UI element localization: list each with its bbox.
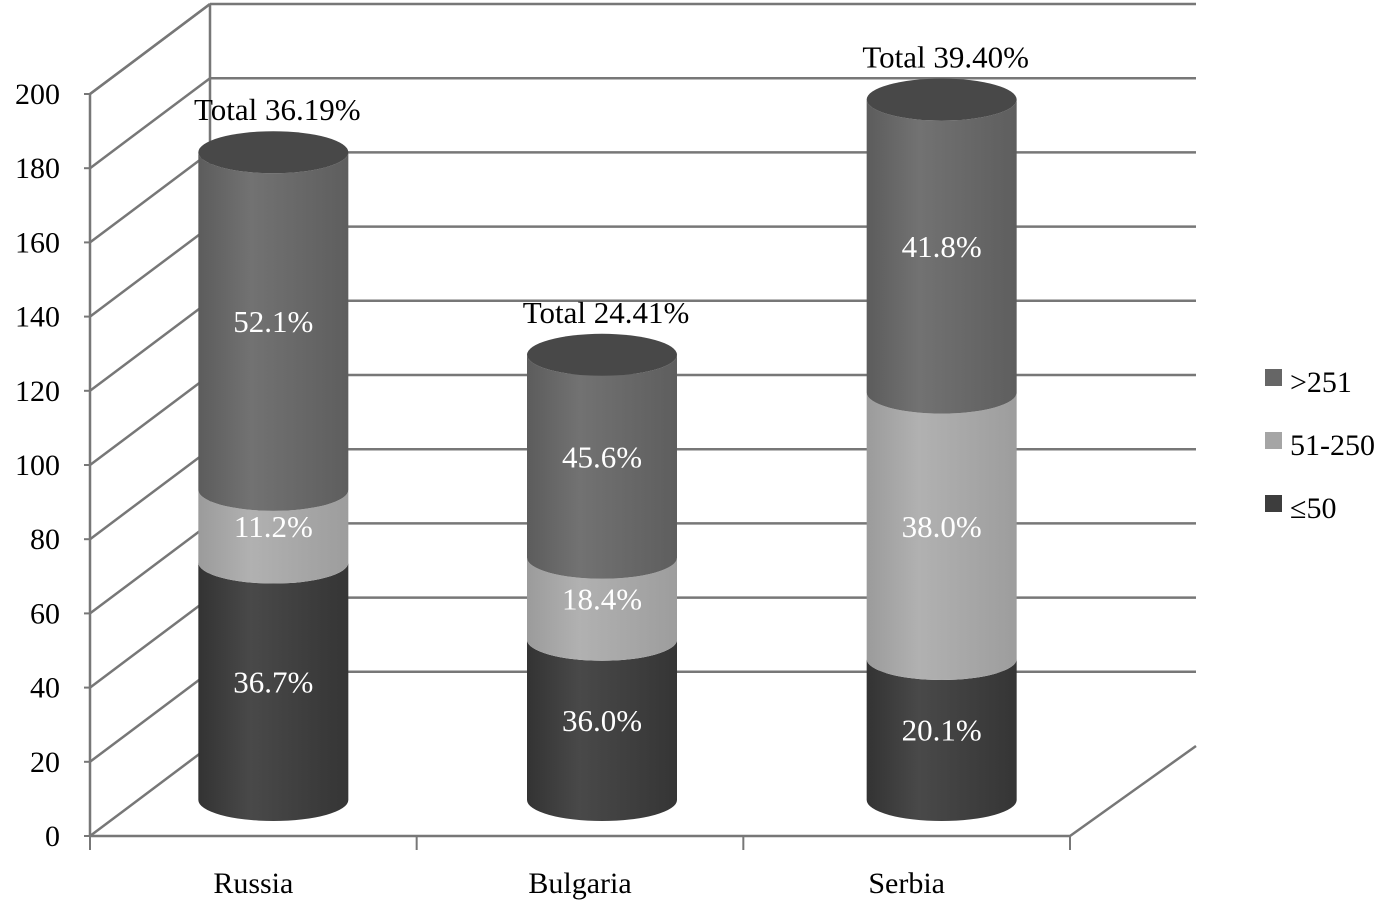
bar-segment: [198, 489, 349, 584]
y-tick-label: 80: [30, 523, 60, 556]
y-tick-label: 160: [15, 226, 60, 259]
bars: 36.7% 11.2% 52.1% Total 36.19% 36.0% 18.4% 45.…: [194, 40, 1029, 821]
bar-segment: [198, 562, 349, 821]
bar-top-cap: [198, 131, 349, 174]
category-label: Russia: [213, 867, 293, 900]
bar-bulgaria: 36.0% 18.4% 45.6% Total 24.41%: [523, 295, 690, 821]
side-gridline: [89, 299, 211, 392]
segment-label: 52.1%: [233, 304, 313, 339]
y-tick-label: 120: [15, 375, 60, 408]
side-gridline: [89, 522, 211, 615]
category-label: Serbia: [868, 867, 945, 900]
legend-label: ≤50: [1290, 492, 1336, 525]
legend-item: ≤50: [1265, 492, 1336, 525]
bar-segment: [866, 392, 1017, 681]
side-gridline: [89, 225, 211, 318]
y-tick-label: 100: [15, 449, 60, 482]
y-tick-label: 180: [15, 152, 60, 185]
segment-label: 20.1%: [902, 713, 982, 748]
legend-item: >251: [1265, 366, 1352, 399]
segment-label: 41.8%: [902, 229, 982, 264]
y-tick-label: 40: [30, 672, 60, 705]
segment-label: 11.2%: [234, 509, 313, 544]
total-label: Total 39.40%: [862, 40, 1029, 75]
x-axis-categories: Russia Bulgaria Serbia: [89, 836, 1071, 900]
legend-swatch: [1265, 432, 1282, 449]
side-gridline: [89, 151, 211, 244]
side-gridline: [89, 448, 211, 541]
total-label: Total 24.41%: [523, 295, 690, 330]
bar-segment: [866, 99, 1017, 414]
y-tick-label: 20: [30, 746, 60, 779]
legend-label: 51-250: [1290, 429, 1375, 462]
bar-segment: [527, 354, 677, 579]
side-gridline: [89, 374, 211, 466]
legend: >251 51-250 ≤50: [1265, 366, 1375, 525]
bar-top-cap: [866, 78, 1017, 121]
segment-label: 36.0%: [562, 703, 642, 738]
segment-label: 38.0%: [902, 509, 982, 544]
bar-russia: 36.7% 11.2% 52.1% Total 36.19%: [194, 92, 361, 821]
segment-label: 18.4%: [562, 582, 642, 617]
y-tick-label: 200: [15, 78, 60, 111]
bar-top-cap: [527, 333, 677, 376]
floor-side-edge: [89, 745, 211, 837]
category-label: Bulgaria: [528, 867, 631, 900]
bar-segment: [527, 639, 677, 821]
segment-label: 45.6%: [562, 439, 642, 474]
bar-serbia: 20.1% 38.0% 41.8% Total 39.40%: [862, 40, 1029, 821]
y-tick-label: 140: [15, 301, 60, 334]
side-gridline: [89, 77, 211, 170]
y-tick-label: 0: [45, 820, 60, 853]
side-wall-top: [89, 3, 211, 95]
legend-item: 51-250: [1265, 429, 1375, 462]
chart-walls: [88, 2, 1197, 838]
y-axis-ticks: 0 20 40 60 80 100 120 140 160 180 200: [15, 78, 90, 853]
legend-swatch: [1265, 369, 1282, 386]
total-label: Total 36.19%: [194, 92, 361, 127]
side-gridline: [89, 670, 211, 763]
y-tick-label: 60: [30, 597, 60, 630]
bar-segment: [198, 152, 349, 511]
bar-segment: [527, 557, 677, 661]
side-gridline: [89, 596, 211, 689]
segment-label: 36.7%: [233, 664, 313, 699]
legend-label: >251: [1290, 366, 1352, 399]
bar-segment: [866, 659, 1017, 821]
legend-swatch: [1265, 495, 1282, 512]
